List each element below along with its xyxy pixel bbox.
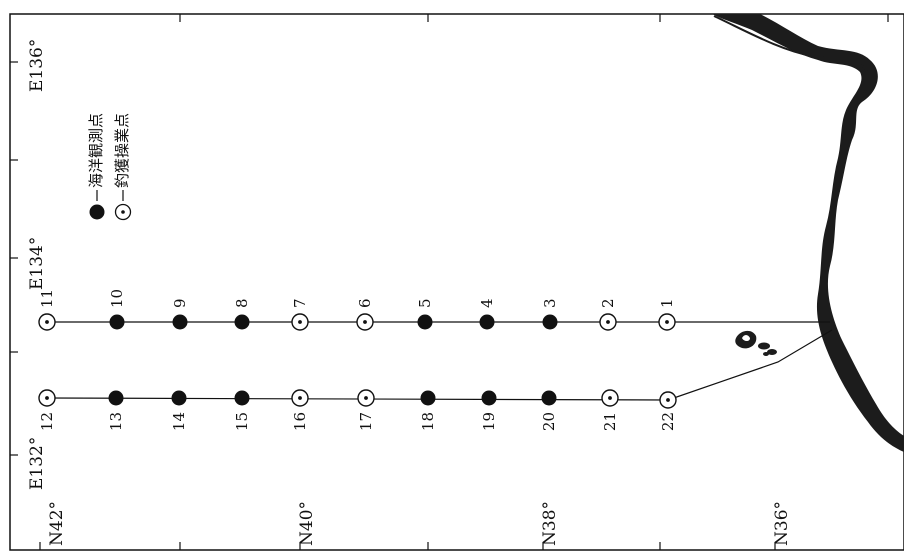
station-marker-dot xyxy=(666,398,670,402)
station-number-label: 4 xyxy=(478,298,496,308)
station-22: 22 xyxy=(659,391,677,431)
station-marker-dot xyxy=(45,396,49,400)
station-marker-observation xyxy=(420,390,436,406)
station-number-label: 9 xyxy=(171,298,189,308)
lon-label-e132: E132° xyxy=(27,437,47,490)
station-number-label: 15 xyxy=(233,412,251,431)
station-marker-observation xyxy=(417,314,433,330)
station-marker-dot xyxy=(608,396,612,400)
station-marker-observation xyxy=(171,390,187,406)
lon-label-e136: E136° xyxy=(27,39,47,92)
station-19: 19 xyxy=(480,390,498,431)
station-number-label: 7 xyxy=(291,298,309,308)
station-marker-dot xyxy=(665,320,669,324)
station-marker-observation xyxy=(234,390,250,406)
station-number-label: 14 xyxy=(170,412,188,431)
lon-label-e134: E134° xyxy=(27,237,47,290)
station-marker-observation xyxy=(109,314,125,330)
islands xyxy=(735,330,777,356)
transect-lines xyxy=(46,321,833,401)
legend: 海洋観測点 釣獲操業点 xyxy=(87,113,132,221)
lat-label-n42: N42° xyxy=(47,501,67,546)
station-marker-observation xyxy=(481,390,497,406)
station-9: 9 xyxy=(171,298,189,330)
station-marker-dot xyxy=(363,320,367,324)
coastline-land xyxy=(712,14,904,452)
station-14: 14 xyxy=(170,390,188,431)
station-18: 18 xyxy=(419,390,437,431)
station-number-label: 6 xyxy=(356,298,374,308)
map-frame xyxy=(9,13,904,551)
station-21: 21 xyxy=(601,389,619,431)
station-number-label: 17 xyxy=(357,412,375,431)
legend-observation-label: 海洋観測点 xyxy=(87,113,105,188)
station-number-label: 13 xyxy=(107,412,125,431)
station-17: 17 xyxy=(357,389,375,431)
lat-label-n40: N40° xyxy=(297,501,317,546)
station-number-label: 8 xyxy=(233,298,251,308)
station-marker-observation xyxy=(479,314,495,330)
bottom-ticks xyxy=(39,542,776,550)
station-11: 11 xyxy=(38,289,56,331)
station-number-label: 2 xyxy=(599,298,617,308)
station-number-label: 3 xyxy=(541,298,559,308)
coastline-edge xyxy=(713,15,870,125)
station-marker-observation xyxy=(108,390,124,406)
station-number-label: 16 xyxy=(291,412,309,431)
station-number-label: 22 xyxy=(659,412,677,431)
station-1: 1 xyxy=(658,298,676,331)
station-marker-observation xyxy=(234,314,250,330)
station-marker-dot xyxy=(298,320,302,324)
station-marker-observation xyxy=(541,390,557,406)
station-number-label: 19 xyxy=(480,412,498,431)
station-7: 7 xyxy=(291,298,309,331)
station-number-label: 1 xyxy=(658,298,676,308)
left-ticks xyxy=(10,61,18,456)
lat-label-n36: N36° xyxy=(772,501,792,546)
station-marker-observation xyxy=(542,314,558,330)
station-6: 6 xyxy=(356,298,374,331)
station-marker-dot xyxy=(45,320,49,324)
station-number-label: 18 xyxy=(419,412,437,431)
station-marker-dot xyxy=(298,396,302,400)
station-20: 20 xyxy=(540,390,558,431)
station-marker-observation xyxy=(172,314,188,330)
station-4: 4 xyxy=(478,298,496,330)
station-5: 5 xyxy=(416,298,434,330)
station-15: 15 xyxy=(233,390,251,431)
station-16: 16 xyxy=(291,389,309,431)
lat-label-n38: N38° xyxy=(540,501,560,546)
station-12: 12 xyxy=(38,389,56,431)
station-number-label: 5 xyxy=(416,298,434,308)
legend-observation-symbol xyxy=(89,204,105,220)
station-10: 10 xyxy=(108,289,126,330)
station-marker-dot xyxy=(606,320,610,324)
station-8: 8 xyxy=(233,298,251,330)
station-number-label: 21 xyxy=(601,412,619,431)
station-marker-dot xyxy=(364,396,368,400)
south-to-coast-line xyxy=(667,329,833,401)
station-number-label: 11 xyxy=(38,289,56,308)
station-2: 2 xyxy=(599,298,617,331)
station-number-label: 20 xyxy=(540,412,558,431)
station-number-label: 12 xyxy=(38,412,56,431)
legend-fishing-label: 釣獲操業点 xyxy=(113,113,131,188)
station-13: 13 xyxy=(107,390,125,431)
station-3: 3 xyxy=(541,298,559,330)
station-number-label: 10 xyxy=(108,289,126,308)
top-ticks xyxy=(179,14,889,22)
